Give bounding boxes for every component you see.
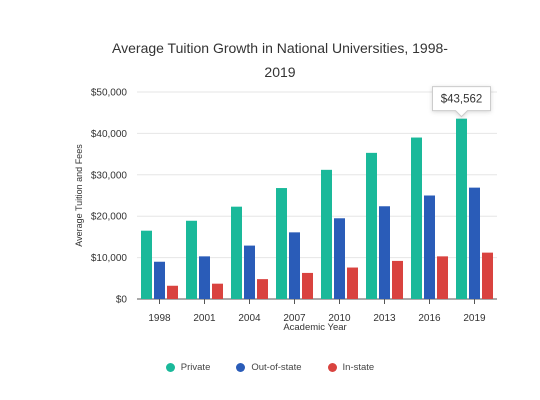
bar [379, 206, 390, 299]
legend-label: In-state [342, 362, 375, 373]
x-tick-label: 1998 [148, 313, 171, 324]
bar [424, 195, 435, 299]
y-axis-title: Average Tuition and Fees [74, 144, 84, 247]
legend-marker [165, 363, 175, 372]
x-tick-label: 2001 [193, 313, 216, 324]
bar [347, 267, 358, 299]
bar [366, 152, 377, 299]
bar [289, 232, 300, 299]
bar [186, 220, 197, 299]
x-axis-title: Academic Year [283, 322, 346, 333]
bar [154, 261, 165, 299]
bar [411, 137, 422, 299]
legend-marker [327, 363, 337, 372]
legend-marker [236, 363, 246, 372]
legend-label: Private [180, 362, 211, 373]
bar [392, 260, 403, 299]
bar [456, 118, 467, 299]
bar [334, 218, 345, 299]
x-tick-label: 2016 [418, 313, 441, 324]
legend-label: Out-of-state [251, 362, 302, 373]
bar [437, 256, 448, 299]
legend-item[interactable]: Out-of-state [236, 362, 302, 373]
bar [276, 188, 287, 299]
bar [212, 283, 223, 299]
x-tick-label: 2010 [328, 313, 351, 324]
x-tick-label: 2004 [238, 313, 261, 324]
bar [231, 206, 242, 299]
legend-item[interactable]: In-state [327, 362, 375, 373]
x-tick-label: 2007 [283, 313, 306, 324]
y-tick-label: $10,000 [91, 253, 128, 264]
x-tick-label: 2013 [373, 313, 396, 324]
bar [302, 272, 313, 299]
y-tick-label: $30,000 [91, 170, 128, 181]
bar [167, 285, 178, 299]
x-tick-label: 2019 [463, 313, 486, 324]
bar [321, 169, 332, 299]
y-tick-label: $40,000 [91, 129, 128, 140]
bar [257, 279, 268, 299]
y-tick-label: $50,000 [91, 88, 128, 99]
bar [199, 256, 210, 299]
y-tick-label: $0 [116, 295, 128, 306]
bar [141, 230, 152, 299]
bar [469, 187, 480, 299]
legend-item[interactable]: Private [165, 362, 211, 373]
bar [482, 252, 493, 299]
y-tick-label: $20,000 [91, 212, 128, 223]
bar [244, 245, 255, 299]
legend: Private Out-of-state In-state [0, 362, 540, 373]
chart-title: Average Tuition Growth in National Unive… [112, 40, 448, 80]
tooltip-label: $43,562 [441, 94, 483, 106]
tooltip-box [432, 86, 491, 118]
